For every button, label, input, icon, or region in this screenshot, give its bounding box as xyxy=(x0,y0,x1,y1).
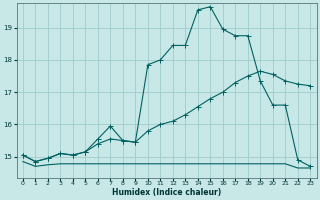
X-axis label: Humidex (Indice chaleur): Humidex (Indice chaleur) xyxy=(112,188,221,197)
